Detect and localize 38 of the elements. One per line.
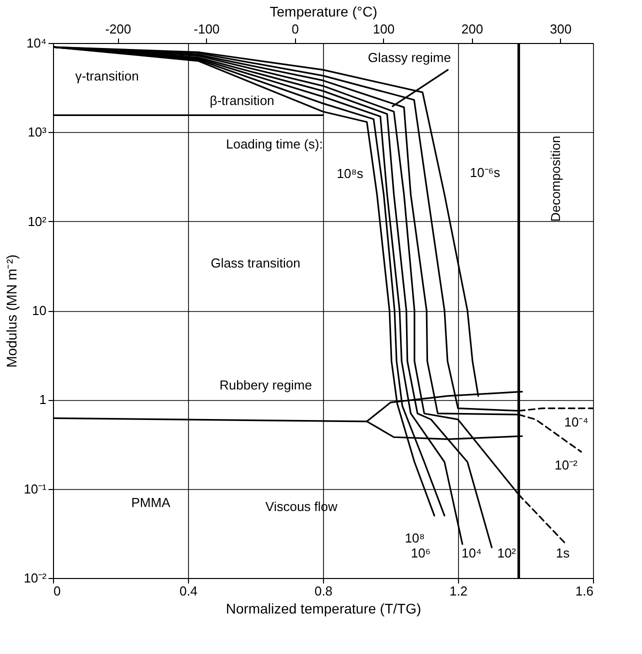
y-tick-label: 10³ (28, 124, 48, 140)
x-axis-title: Normalized temperature (T/TG) (226, 600, 422, 616)
y-tick-label: 10⁴ (26, 36, 46, 50)
x2-tick-label: 200 (461, 22, 484, 36)
annotation: 10⁻² (554, 458, 578, 473)
y-axis-title: Modulus (MN m⁻²) (4, 254, 20, 368)
x-tick-label: 1.2 (449, 584, 468, 598)
annotation: β-transition (210, 92, 274, 108)
annotation: γ-transition (75, 68, 139, 84)
y-tick-label: 10² (28, 214, 48, 229)
x-tick-label: 0 (54, 584, 61, 598)
annotation: Glassy regime (368, 50, 451, 65)
x-tick-label: 0.8 (314, 584, 333, 598)
y-tick-label: 10⁻¹ (24, 481, 48, 496)
annotation: 10⁻⁴ (564, 414, 588, 430)
y-tick-label: 1 (39, 392, 46, 408)
annotation: 10⁶ (410, 545, 431, 560)
x2-tick-label: 300 (550, 22, 572, 36)
x-tick-label: 0.4 (179, 584, 198, 598)
annotation: 10² (497, 545, 517, 560)
annotation: 1s (556, 545, 570, 560)
annotation: 10⁻⁶s (470, 165, 501, 180)
y-tick-label: 10⁻² (24, 570, 48, 586)
x2-tick-label: 0 (292, 22, 299, 36)
annotation: PMMA (131, 495, 171, 510)
ref-line-label: Decomposition (548, 136, 563, 222)
annotation: 10⁸ (404, 530, 425, 546)
annotation: Loading time (s): (226, 136, 323, 152)
y-tick-label: 10 (32, 303, 46, 318)
annotation: 10⁸s (336, 166, 364, 182)
annotation: 10⁴ (461, 545, 482, 560)
x-tick-label: 1.6 (575, 584, 594, 598)
annotation: Glass transition (210, 255, 300, 270)
annotation: Rubbery regime (220, 377, 312, 392)
x2-tick-label: -200 (105, 22, 132, 36)
x2-tick-label: -100 (194, 22, 220, 36)
x2-tick-label: 100 (372, 22, 395, 36)
x2-axis-title: Temperature (°C) (270, 4, 378, 20)
